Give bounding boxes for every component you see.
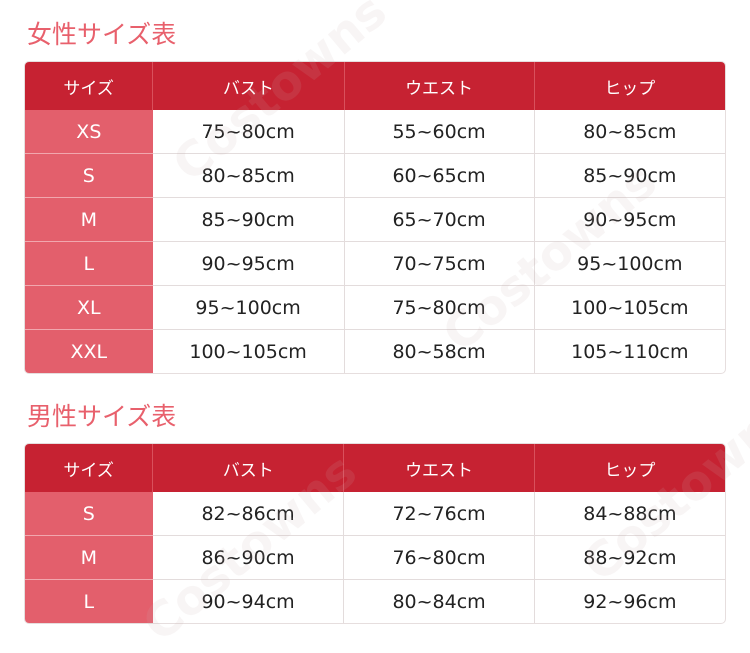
cell-hip: 105~110cm: [571, 340, 689, 363]
header-hip: ヒップ: [534, 62, 725, 110]
men-size-chart-title: 男性サイズ表: [27, 402, 177, 431]
cell-bust: 100~105cm: [152, 329, 345, 373]
header-bust: バスト: [152, 62, 345, 110]
header-waist: ウエスト: [344, 62, 535, 110]
table-row: XXL 100~105cm 80~58cm 105~110cm: [25, 329, 725, 373]
cell-size: M: [25, 535, 153, 580]
women-size-chart-title: 女性サイズ表: [27, 20, 177, 49]
cell-bust: 80~85cm: [152, 153, 345, 198]
table-row: S 82~86cm 72~76cm 84~88cm: [25, 492, 725, 536]
table-header-row: サイズ バスト ウエスト ヒップ: [25, 62, 725, 110]
table-row: XS 75~80cm 55~60cm 80~85cm: [25, 110, 725, 154]
cell-waist: 72~76cm: [343, 492, 535, 536]
cell-waist: 76~80cm: [343, 535, 535, 580]
cell-hip: 95~100cm: [534, 241, 725, 286]
cell-size: XL: [25, 285, 153, 330]
cell-bust: 86~90cm: [152, 535, 345, 580]
table-row: XL 95~100cm 75~80cm 100~105cm: [25, 285, 725, 330]
cell-size: S: [25, 153, 153, 198]
cell-bust: 82~86cm: [152, 492, 345, 536]
table-header-row: サイズ バスト ウエスト ヒップ: [25, 444, 725, 492]
cell-hip: 84~88cm: [534, 492, 725, 536]
header-bust: バスト: [152, 444, 345, 492]
cell-size: XXL: [25, 329, 153, 373]
men-size-table: サイズ バスト ウエスト ヒップ S 82~86cm 72~76cm 84~88cm M…: [25, 444, 725, 623]
cell-size: L: [25, 579, 153, 623]
cell-waist: 80~84cm: [343, 579, 535, 623]
cell-hip: 80~85cm: [534, 110, 725, 154]
cell-waist: 70~75cm: [344, 241, 535, 286]
cell-waist: 80~58cm: [344, 329, 535, 373]
table-row: L 90~95cm 70~75cm 95~100cm: [25, 241, 725, 286]
cell-hip: 85~90cm: [534, 153, 725, 198]
header-size: サイズ: [25, 444, 154, 492]
cell-hip: 90~95cm: [534, 197, 725, 242]
table-row: S 80~85cm 60~65cm 85~90cm: [25, 153, 725, 198]
cell-size: M: [25, 197, 153, 242]
women-size-table: サイズ バスト ウエスト ヒップ XS 75~80cm 55~60cm 80~85cm…: [25, 62, 725, 373]
cell-hip: 92~96cm: [583, 590, 677, 613]
cell-bust: 90~95cm: [152, 241, 345, 286]
table-row: M 85~90cm 65~70cm 90~95cm: [25, 197, 725, 242]
cell-waist: 65~70cm: [344, 197, 535, 242]
cell-hip: 100~105cm: [534, 285, 725, 330]
table-row: L 90~94cm 80~84cm 92~96cm: [25, 579, 725, 623]
cell-hip: 88~92cm: [534, 535, 725, 580]
header-size: サイズ: [25, 62, 154, 110]
cell-bust: 75~80cm: [152, 110, 345, 154]
header-hip: ヒップ: [534, 444, 725, 492]
table-row: M 86~90cm 76~80cm 88~92cm: [25, 535, 725, 580]
cell-bust: 90~94cm: [152, 579, 345, 623]
cell-size: XS: [25, 110, 153, 154]
cell-waist: 55~60cm: [344, 110, 535, 154]
header-waist: ウエスト: [343, 444, 535, 492]
cell-bust: 95~100cm: [152, 285, 345, 330]
cell-bust: 85~90cm: [152, 197, 345, 242]
cell-size: S: [25, 492, 153, 536]
cell-waist: 75~80cm: [344, 285, 535, 330]
cell-size: L: [25, 241, 153, 286]
cell-waist: 60~65cm: [344, 153, 535, 198]
